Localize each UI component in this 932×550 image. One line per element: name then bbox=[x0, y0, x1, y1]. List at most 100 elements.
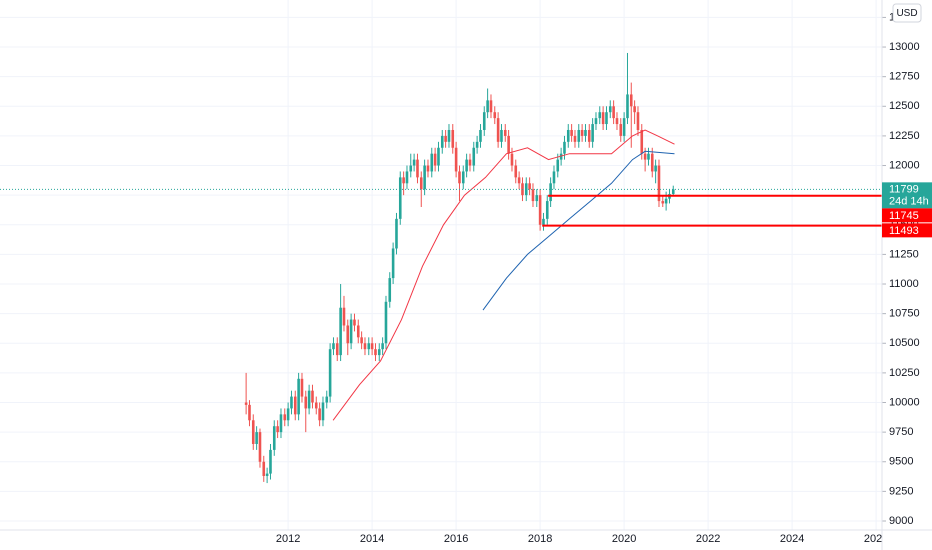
candle-body bbox=[626, 94, 629, 119]
y-tick-label: 11250 bbox=[889, 248, 919, 260]
candle-body bbox=[563, 141, 566, 154]
candle-body bbox=[531, 189, 535, 202]
candle-body bbox=[636, 112, 640, 130]
candle-body bbox=[458, 171, 461, 184]
candle-body bbox=[577, 129, 581, 142]
candle-body bbox=[244, 402, 248, 405]
candle-body bbox=[293, 396, 297, 415]
candle-body bbox=[622, 118, 626, 136]
candle-body bbox=[405, 171, 409, 184]
candle-body bbox=[276, 426, 279, 433]
x-tick-label: 2016 bbox=[444, 533, 468, 545]
y-tick-label: 12500 bbox=[889, 100, 920, 112]
grid bbox=[0, 0, 882, 530]
candle-body bbox=[524, 183, 528, 196]
candle-body bbox=[598, 112, 602, 119]
y-tick-label: 12000 bbox=[889, 159, 920, 171]
candle-body bbox=[528, 183, 531, 190]
candle-body bbox=[601, 112, 605, 125]
candle-body bbox=[556, 159, 560, 172]
candle-body bbox=[318, 408, 321, 421]
x-tick-label: 2018 bbox=[528, 533, 552, 545]
candle-body bbox=[479, 129, 482, 142]
x-tick-label: 2026 bbox=[864, 533, 888, 545]
candle-body bbox=[269, 449, 272, 474]
candle-body bbox=[248, 404, 251, 421]
y-tick-label: 9750 bbox=[889, 426, 913, 438]
last-price-tag bbox=[882, 182, 932, 209]
y-tick-label: 10750 bbox=[889, 308, 920, 320]
x-tick-label: 2022 bbox=[696, 533, 720, 545]
y-tick-label: 9000 bbox=[889, 515, 913, 527]
currency: USD bbox=[896, 8, 917, 19]
candle-body bbox=[612, 106, 615, 119]
candle-body bbox=[374, 349, 377, 356]
candle-body bbox=[619, 124, 623, 136]
x-tick-label: 2012 bbox=[276, 533, 300, 545]
candle-body bbox=[356, 325, 360, 338]
candle-body bbox=[423, 165, 426, 190]
candle-body bbox=[342, 307, 346, 326]
candle-body bbox=[335, 343, 339, 356]
candle-body bbox=[493, 112, 497, 119]
candle-body bbox=[447, 129, 451, 142]
candle-body bbox=[360, 337, 363, 344]
candle-body bbox=[647, 153, 650, 160]
currency-badge[interactable] bbox=[892, 3, 922, 23]
candle-body bbox=[605, 112, 608, 125]
candle-body bbox=[258, 432, 262, 462]
candle-body bbox=[643, 153, 647, 160]
candle-body bbox=[384, 301, 388, 344]
candle-body bbox=[510, 153, 514, 166]
candle-body bbox=[507, 135, 510, 154]
candle-body bbox=[419, 177, 423, 190]
candle-body bbox=[657, 165, 661, 202]
candle-body bbox=[650, 153, 654, 172]
candle-body bbox=[514, 165, 518, 178]
y-tick-label: 12750 bbox=[889, 71, 920, 83]
candle-body bbox=[654, 165, 657, 172]
candle-body bbox=[496, 118, 500, 142]
candle-body bbox=[591, 124, 594, 142]
candle-body bbox=[444, 135, 447, 142]
candle-body bbox=[328, 349, 332, 397]
candle-body bbox=[664, 198, 668, 204]
candle-body bbox=[552, 171, 556, 184]
candle-body bbox=[594, 118, 598, 125]
candle-body bbox=[437, 147, 440, 166]
y-tick-label: 9250 bbox=[889, 485, 913, 497]
candle-body bbox=[283, 414, 287, 421]
y-tick-label: 10000 bbox=[889, 396, 920, 408]
candle-body bbox=[468, 159, 472, 166]
candle-body bbox=[391, 248, 395, 279]
candle-body bbox=[321, 402, 325, 421]
candle-body bbox=[388, 278, 392, 302]
candle-body bbox=[251, 420, 255, 444]
candle-body bbox=[370, 343, 374, 350]
candle-body bbox=[482, 112, 486, 130]
candle-body bbox=[433, 153, 437, 166]
candle-body bbox=[402, 177, 405, 184]
candle-body bbox=[262, 461, 266, 476]
candle-body bbox=[587, 129, 591, 142]
candle-body bbox=[398, 177, 402, 219]
candle-body bbox=[367, 343, 371, 350]
moving-average bbox=[482, 150, 675, 311]
candle-body bbox=[325, 396, 329, 403]
candle-body bbox=[286, 408, 290, 421]
candle-body bbox=[265, 473, 269, 476]
candle-body bbox=[346, 325, 350, 344]
candle-body bbox=[475, 141, 479, 148]
candle-body bbox=[661, 201, 665, 204]
candle-body bbox=[339, 307, 342, 356]
candle-body bbox=[461, 171, 465, 184]
candle-body bbox=[489, 100, 493, 113]
countdown: 24d 14h bbox=[889, 195, 929, 207]
candle-body bbox=[549, 183, 552, 202]
y-tick-label: 10250 bbox=[889, 367, 920, 379]
candle-body bbox=[349, 319, 353, 344]
candle-body bbox=[465, 159, 468, 172]
x-tick-label: 2024 bbox=[780, 533, 804, 545]
